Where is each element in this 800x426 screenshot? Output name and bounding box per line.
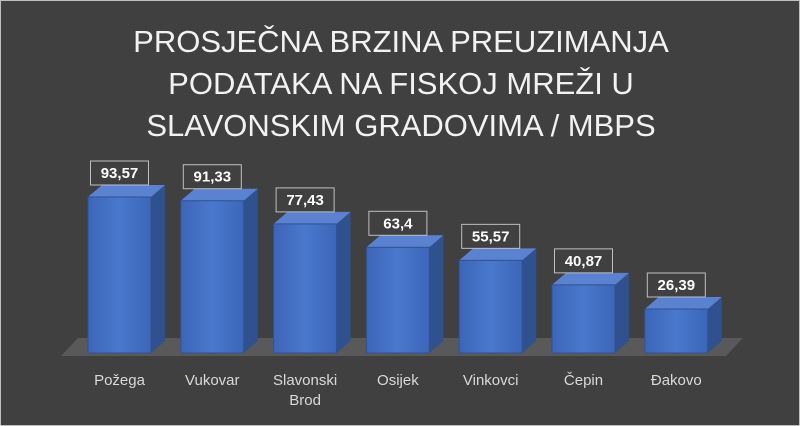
bar-top: [552, 272, 629, 285]
value-label: 63,4: [383, 215, 413, 232]
bar-side: [707, 297, 722, 353]
bar-side: [151, 185, 165, 353]
bar: [87, 196, 152, 354]
value-label: 77,43: [286, 192, 324, 209]
value-label-box: [275, 187, 335, 213]
value-label: 91,33: [194, 169, 232, 186]
bar-side: [243, 188, 258, 353]
value-label-box: [182, 164, 242, 190]
bar: [551, 284, 616, 354]
bar-side: [336, 211, 351, 353]
value-label-box: [90, 160, 149, 186]
value-label: 93,57: [101, 165, 139, 182]
value-label-box: [461, 223, 521, 249]
bar: [458, 259, 523, 354]
x-tick-label: Osijek: [377, 372, 419, 389]
bar-top: [273, 211, 351, 224]
bar-side: [615, 272, 629, 353]
bar-top: [366, 235, 444, 248]
x-tick-label: Čepin: [563, 372, 604, 389]
x-tick-label: Đakovo: [650, 372, 702, 389]
x-tick-label: Vukovar: [185, 372, 240, 389]
bar: [644, 308, 709, 354]
x-tick-label: Požega: [94, 372, 145, 389]
value-label: 40,87: [565, 253, 603, 270]
bar: [273, 223, 338, 354]
value-label: 26,39: [658, 277, 696, 294]
bar-top: [88, 185, 165, 197]
bar: [365, 246, 430, 354]
bar: [180, 200, 245, 354]
value-label: 55,57: [472, 228, 510, 245]
bar-side: [522, 248, 537, 353]
value-label-box: [368, 210, 428, 236]
bar-top: [459, 248, 537, 261]
value-label-box: [646, 272, 706, 298]
value-label-box: [554, 248, 613, 274]
x-tick-label: Vinkovci: [462, 372, 519, 389]
bar-side: [429, 235, 444, 353]
chart-title: PROSJEČNA BRZINA PREUZIMANJA PODATAKA NA…: [133, 24, 669, 143]
x-tick-label: Slavonski Brod: [272, 372, 338, 409]
bar-top: [180, 188, 258, 201]
bar-top: [644, 297, 722, 310]
